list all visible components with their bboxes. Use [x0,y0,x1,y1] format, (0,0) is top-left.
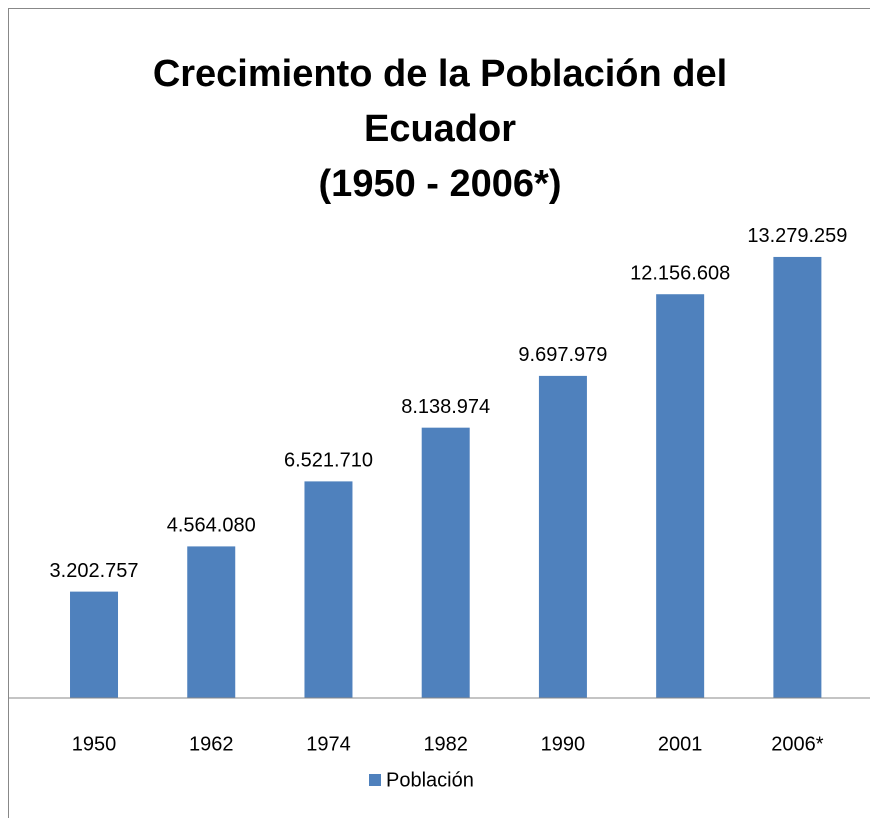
legend-label: Población [386,769,474,791]
data-label: 12.156.608 [630,263,730,285]
data-label: 8.138.974 [401,396,490,418]
x-tick-label: 1982 [423,733,468,755]
data-label: 3.202.757 [50,560,139,582]
legend-swatch [369,774,381,786]
x-tick-label: 2006* [771,733,823,755]
bar [773,256,822,698]
bar [304,481,353,698]
x-tick-label: 1950 [72,733,117,755]
chart-title: Crecimiento de la Población del [153,53,727,95]
chart-title: (1950 - 2006*) [319,163,562,205]
data-label: 4.564.080 [167,515,256,537]
bar [70,591,119,698]
x-tick-label: 2001 [658,733,703,755]
x-tick-label: 1974 [306,733,351,755]
data-label: 6.521.710 [284,450,373,472]
x-tick-label: 1990 [541,733,586,755]
bar [187,546,236,698]
bar [538,375,587,698]
bar [656,294,705,698]
x-tick-label: 1962 [189,733,234,755]
data-label: 13.279.259 [747,225,847,247]
bar [421,427,470,698]
chart-title: Ecuador [364,108,516,150]
data-label: 9.697.979 [518,344,607,366]
